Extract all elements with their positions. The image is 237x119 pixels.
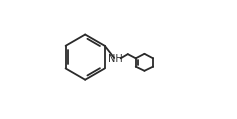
Text: NH: NH xyxy=(108,54,123,64)
